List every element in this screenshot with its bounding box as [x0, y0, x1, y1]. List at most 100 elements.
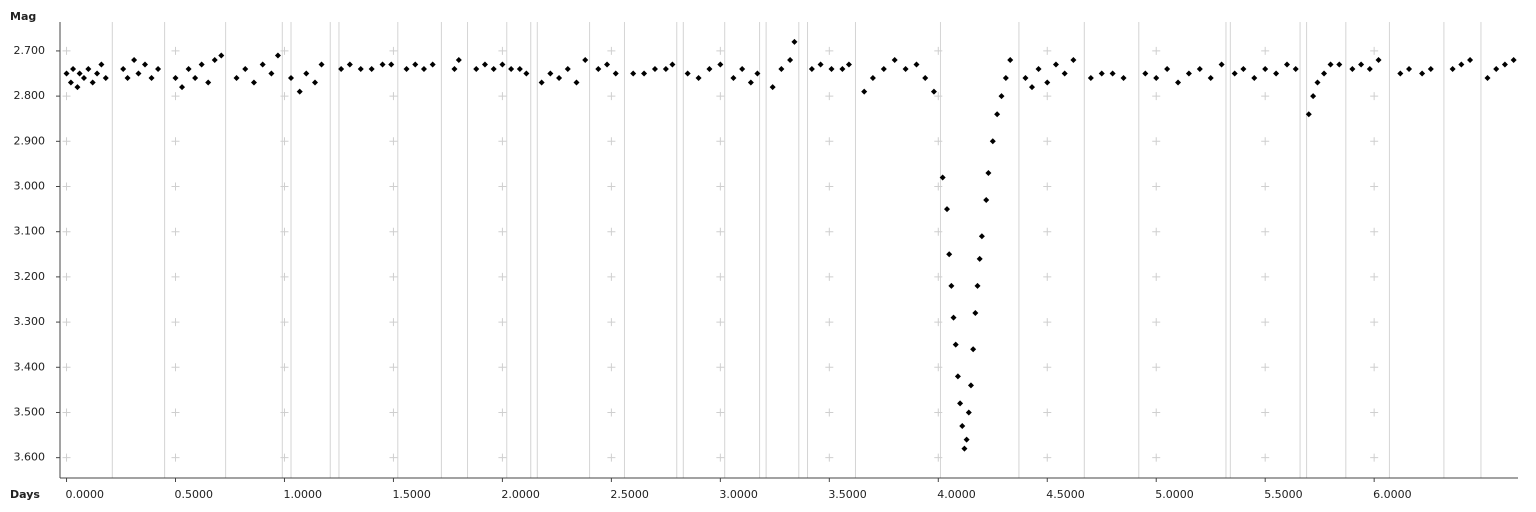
grid-cross — [62, 453, 71, 462]
grid-cross — [1261, 46, 1270, 55]
data-point — [1283, 61, 1290, 68]
data-point — [98, 61, 105, 68]
grid-cross — [716, 318, 725, 327]
data-point — [754, 70, 761, 77]
y-tick-label: 3.400 — [14, 360, 46, 373]
data-point — [403, 66, 410, 73]
data-point — [684, 70, 691, 77]
grid-cross — [62, 272, 71, 281]
grid-cross — [934, 272, 943, 281]
data-point — [573, 79, 580, 86]
data-point — [1510, 56, 1517, 63]
x-tick-label: 5.5000 — [1264, 488, 1303, 501]
grid-cross — [171, 453, 180, 462]
y-tick-label: 3.000 — [14, 180, 46, 193]
grid-cross — [716, 92, 725, 101]
data-point — [612, 70, 619, 77]
data-point — [1314, 79, 1321, 86]
y-tick-label: 3.200 — [14, 270, 46, 283]
grid-cross — [1261, 363, 1270, 372]
data-point — [950, 314, 957, 321]
grid-cross — [1261, 272, 1270, 281]
data-point — [564, 66, 571, 73]
data-point — [547, 70, 554, 77]
grid-cross — [1152, 272, 1161, 281]
data-point — [845, 61, 852, 68]
data-point — [976, 255, 983, 262]
grid-cross — [1370, 272, 1379, 281]
data-point — [1022, 75, 1029, 82]
data-point — [288, 75, 295, 82]
grid-cross — [825, 46, 834, 55]
data-point — [89, 79, 96, 86]
data-point — [965, 409, 972, 416]
data-point — [94, 70, 101, 77]
grid-cross — [62, 92, 71, 101]
grid-cross — [1370, 363, 1379, 372]
data-point — [131, 56, 138, 63]
data-point — [808, 66, 815, 73]
x-axis-label: Days — [10, 488, 40, 501]
grid-cross — [171, 363, 180, 372]
y-tick-label: 3.600 — [14, 451, 46, 464]
grid-cross — [389, 46, 398, 55]
grid-cross — [62, 227, 71, 236]
data-point — [148, 75, 155, 82]
grid-cross — [934, 453, 943, 462]
data-point — [1493, 66, 1500, 73]
data-point — [662, 66, 669, 73]
data-point — [869, 75, 876, 82]
data-point — [1484, 75, 1491, 82]
x-tick-label: 2.0000 — [501, 488, 540, 501]
data-point — [967, 382, 974, 389]
data-point — [211, 56, 218, 63]
grid-cross — [1043, 137, 1052, 146]
data-point — [1087, 75, 1094, 82]
data-point — [490, 66, 497, 73]
grid-cross — [934, 46, 943, 55]
grid-cross — [1152, 453, 1161, 462]
data-point — [1153, 75, 1160, 82]
grid-cross — [1370, 408, 1379, 417]
data-point — [1310, 93, 1317, 100]
grid-cross — [607, 137, 616, 146]
grid-cross — [1043, 92, 1052, 101]
grid-cross — [1152, 408, 1161, 417]
grid-cross — [280, 363, 289, 372]
grid-cross — [1261, 453, 1270, 462]
grid-cross — [716, 137, 725, 146]
x-tick-label: 4.5000 — [1046, 488, 1085, 501]
grid-cross — [389, 453, 398, 462]
data-point — [135, 70, 142, 77]
grid-cross — [825, 92, 834, 101]
grid-cross — [498, 92, 507, 101]
grid-cross — [1043, 408, 1052, 417]
data-point — [379, 61, 386, 68]
data-point — [499, 61, 506, 68]
data-point — [205, 79, 212, 86]
grid-cross — [825, 272, 834, 281]
grid-cross — [171, 408, 180, 417]
grid-cross — [716, 272, 725, 281]
grid-cross — [171, 272, 180, 281]
data-point — [1366, 66, 1373, 73]
grid-cross — [389, 318, 398, 327]
x-tick-label: 5.0000 — [1155, 488, 1194, 501]
grid-cross — [1261, 227, 1270, 236]
grid-cross — [607, 227, 616, 236]
data-point — [1052, 61, 1059, 68]
y-axis-label: Mag — [10, 10, 36, 23]
data-point — [1070, 56, 1077, 63]
x-tick-label: 4.0000 — [937, 488, 976, 501]
grid-cross — [62, 137, 71, 146]
grid-cross — [934, 408, 943, 417]
data-point — [1262, 66, 1269, 73]
data-point — [1044, 79, 1051, 86]
data-point — [880, 66, 887, 73]
data-point — [957, 400, 964, 407]
data-point — [1397, 70, 1404, 77]
x-tick-label: 6.0000 — [1373, 488, 1412, 501]
x-tick-label: 0.5000 — [175, 488, 214, 501]
data-point — [1419, 70, 1426, 77]
data-point — [972, 310, 979, 317]
